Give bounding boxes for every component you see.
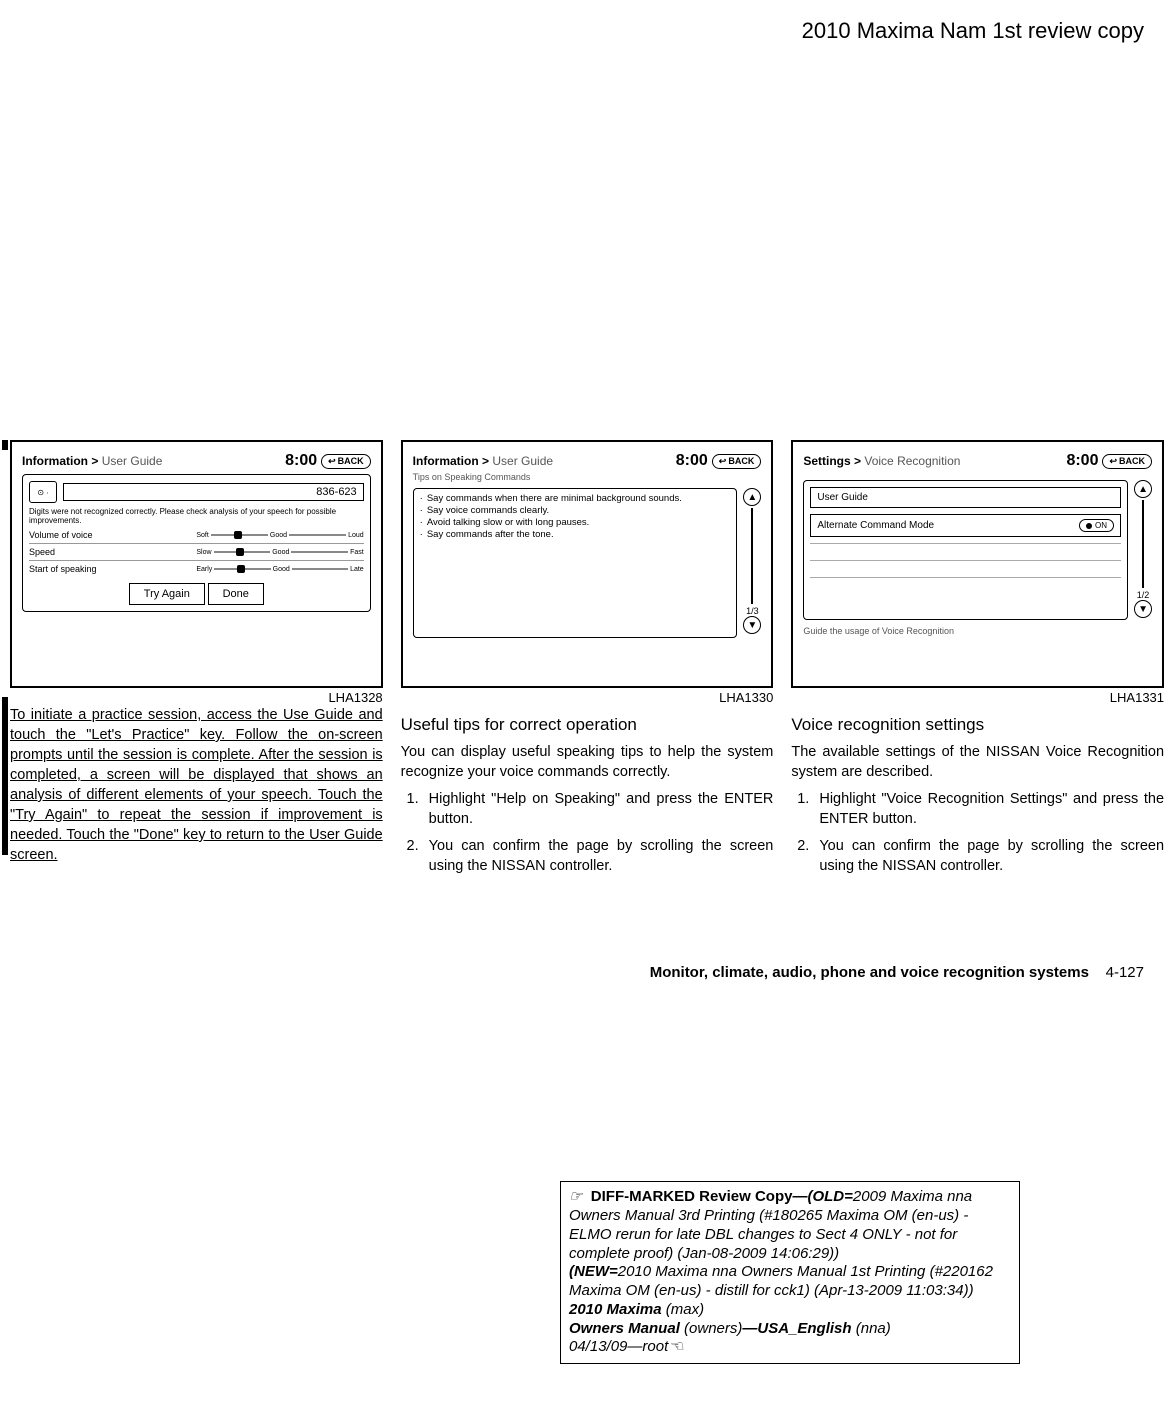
back-button[interactable]: ↩ BACK xyxy=(321,454,371,469)
step-2: You can confirm the page by scrolling th… xyxy=(813,837,1164,876)
stamp-old-key: (OLD= xyxy=(807,1188,852,1205)
error-message: Digits were not recognized correctly. Pl… xyxy=(29,507,364,525)
settings-item-alt-command[interactable]: Alternate Command Mode ON xyxy=(810,514,1121,537)
stamp-new-key: (NEW= xyxy=(569,1263,618,1280)
volume-label: Volume of voice xyxy=(29,530,196,540)
breadcrumb-sub: User Guide xyxy=(492,454,553,468)
stamp-date: 04/13/09—root xyxy=(569,1338,672,1355)
breadcrumb: Information > xyxy=(413,454,489,468)
change-bar-block xyxy=(2,697,8,855)
try-again-button[interactable]: Try Again xyxy=(129,583,205,605)
settings-steps: Highlight "Voice Recognition Settings" a… xyxy=(813,790,1164,876)
three-column-layout: Information > User Guide 8:00 ↩ BACK ⊙ ∙ xyxy=(0,0,1174,884)
page-indicator: 1/3 xyxy=(746,606,759,616)
page-header: 2010 Maxima Nam 1st review copy xyxy=(802,18,1144,44)
tips-steps: Highlight "Help on Speaking" and press t… xyxy=(423,790,774,876)
hand-right-icon: ☞ xyxy=(569,1188,582,1205)
back-arrow-icon: ↩ xyxy=(719,456,727,467)
speed-label: Speed xyxy=(29,547,196,557)
stamp-lang: —USA_English xyxy=(742,1320,851,1337)
screenshot-practice: Information > User Guide 8:00 ↩ BACK ⊙ ∙ xyxy=(10,440,383,688)
stamp-new-text: 2010 Maxima nna Owners Manual 1st Printi… xyxy=(569,1263,993,1299)
stamp-model-code: (max) xyxy=(662,1301,705,1318)
figure-label: LHA1330 xyxy=(401,690,774,705)
stamp-model: 2010 Maxima xyxy=(569,1301,662,1318)
screenshot-settings: Settings > Voice Recognition 8:00 ↩ BACK… xyxy=(791,440,1164,688)
scroll-up-icon[interactable]: ▲ xyxy=(743,488,761,506)
done-button[interactable]: Done xyxy=(208,583,264,605)
breadcrumb: Information > xyxy=(22,454,98,468)
clock: 8:00 xyxy=(1066,452,1098,470)
scroll-track xyxy=(1142,500,1144,588)
screenshot-tips: Information > User Guide 8:00 ↩ BACK Tip… xyxy=(401,440,774,688)
tip-item: Say voice commands clearly. xyxy=(427,505,549,517)
phone-digits: 836-623 xyxy=(63,483,364,501)
step-1: Highlight "Voice Recognition Settings" a… xyxy=(813,790,1164,829)
on-label: ON xyxy=(1095,521,1107,530)
back-arrow-icon: ↩ xyxy=(1109,456,1117,467)
step-1: Highlight "Help on Speaking" and press t… xyxy=(423,790,774,829)
stamp-manual-code: (owners) xyxy=(680,1320,743,1337)
stamp-manual: Owners Manual xyxy=(569,1320,680,1337)
review-stamp: ☞ DIFF-MARKED Review Copy—(OLD=2009 Maxi… xyxy=(560,1181,1020,1364)
on-toggle[interactable]: ON xyxy=(1079,519,1114,532)
breadcrumb-sub: User Guide xyxy=(102,454,163,468)
settings-hint: Guide the usage of Voice Recognition xyxy=(803,626,1152,636)
back-arrow-icon: ↩ xyxy=(328,456,336,467)
figure-label: LHA1328 xyxy=(10,690,383,705)
page-indicator: 1/2 xyxy=(1137,590,1150,600)
column-1: Information > User Guide 8:00 ↩ BACK ⊙ ∙ xyxy=(10,440,383,884)
page-number: 4-127 xyxy=(1106,964,1144,981)
dot-icon xyxy=(1086,523,1092,529)
scroll-down-icon[interactable]: ▼ xyxy=(743,616,761,634)
clock: 8:00 xyxy=(285,452,317,470)
speaker-icon: ⊙ ∙ xyxy=(29,481,57,503)
tips-paragraph: You can display useful speaking tips to … xyxy=(401,743,774,782)
stamp-lang-code: (nna) xyxy=(852,1320,891,1337)
back-button[interactable]: ↩ BACK xyxy=(1102,454,1152,469)
section-title: Monitor, climate, audio, phone and voice… xyxy=(650,964,1089,981)
clock: 8:00 xyxy=(676,452,708,470)
breadcrumb: Settings > xyxy=(803,454,861,468)
practice-paragraph: To initiate a practice session, access t… xyxy=(10,705,383,865)
settings-item-user-guide[interactable]: User Guide xyxy=(810,487,1121,508)
back-label: BACK xyxy=(1119,456,1145,466)
tip-item: Say commands when there are minimal back… xyxy=(427,493,682,505)
figure-label: LHA1331 xyxy=(791,690,1164,705)
tip-item: Say commands after the tone. xyxy=(427,529,554,541)
column-3: Settings > Voice Recognition 8:00 ↩ BACK… xyxy=(791,440,1164,884)
back-label: BACK xyxy=(338,456,364,466)
hand-left-icon: ☞ xyxy=(672,1338,685,1357)
tips-subtitle: Tips on Speaking Commands xyxy=(413,472,762,482)
scroll-down-icon[interactable]: ▼ xyxy=(1134,600,1152,618)
change-bar xyxy=(2,440,8,450)
settings-paragraph: The available settings of the NISSAN Voi… xyxy=(791,743,1164,782)
start-label: Start of speaking xyxy=(29,564,196,574)
alt-command-label: Alternate Command Mode xyxy=(817,520,934,531)
breadcrumb-sub: Voice Recognition xyxy=(864,454,960,468)
scroll-up-icon[interactable]: ▲ xyxy=(1134,480,1152,498)
scroll-track xyxy=(751,508,753,604)
tip-item: Avoid talking slow or with long pauses. xyxy=(427,517,589,529)
settings-heading: Voice recognition settings xyxy=(791,715,1164,735)
back-button[interactable]: ↩ BACK xyxy=(712,454,762,469)
page-footer: Monitor, climate, audio, phone and voice… xyxy=(0,884,1174,981)
step-2: You can confirm the page by scrolling th… xyxy=(423,837,774,876)
tips-heading: Useful tips for correct operation xyxy=(401,715,774,735)
stamp-title: DIFF-MARKED Review Copy— xyxy=(591,1188,808,1205)
column-2: Information > User Guide 8:00 ↩ BACK Tip… xyxy=(401,440,774,884)
back-label: BACK xyxy=(728,456,754,466)
